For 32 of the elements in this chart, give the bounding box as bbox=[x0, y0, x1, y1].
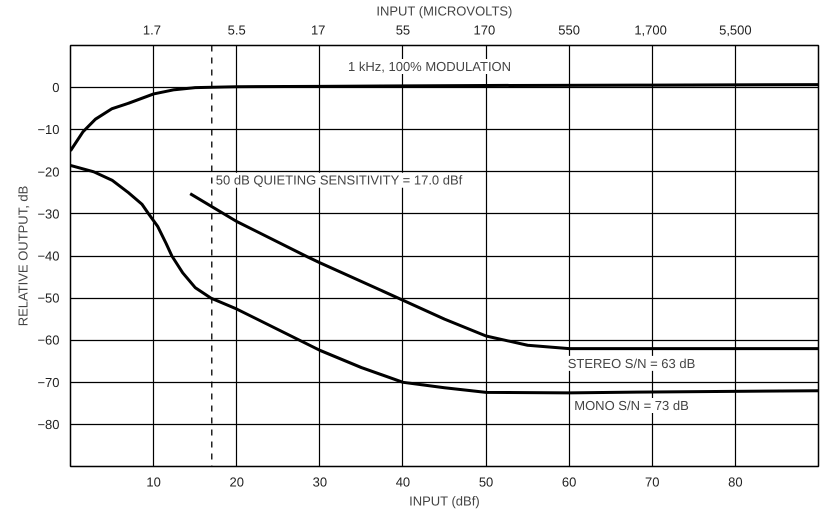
ref-line-label: 50 dB QUIETING SENSITIVITY = 17.0 dBf bbox=[216, 172, 463, 188]
x-tick-label: 60 bbox=[562, 474, 576, 490]
x-tick-label: 80 bbox=[728, 474, 743, 490]
x2-tick-label: 1.7 bbox=[142, 22, 161, 38]
x-axis-title: INPUT (dBf) bbox=[409, 494, 480, 508]
y-tick-label: −50 bbox=[37, 290, 60, 306]
y-tick-label: −10 bbox=[37, 122, 60, 138]
y-tick-label: −20 bbox=[37, 164, 60, 180]
y-axis-title: RELATIVE OUTPUT, dB bbox=[15, 186, 30, 326]
x-tick-label: 40 bbox=[396, 474, 410, 490]
x-tick-label: 30 bbox=[312, 474, 328, 490]
x2-tick-label: 170 bbox=[474, 22, 496, 38]
x2-tick-label: 550 bbox=[558, 22, 580, 38]
x-tick-label: 50 bbox=[478, 474, 494, 490]
y-tick-label: −80 bbox=[37, 416, 60, 432]
y-tick-label: −60 bbox=[37, 332, 60, 348]
y-tick-label: −40 bbox=[37, 248, 60, 264]
annotation: MONO S/N = 73 dB bbox=[574, 398, 689, 413]
x-tick-label: 20 bbox=[229, 474, 244, 490]
y-tick-label: −30 bbox=[37, 206, 60, 222]
x2-tick-label: 5.5 bbox=[228, 22, 246, 38]
x-tick-label: 70 bbox=[645, 474, 660, 490]
x2-tick-label: 1,700 bbox=[634, 22, 667, 38]
y-tick-label: 0 bbox=[52, 80, 60, 96]
x2-tick-label: 17 bbox=[310, 22, 326, 38]
x2-tick-label: 5,500 bbox=[719, 22, 752, 38]
x2-axis-title: INPUT (MICROVOLTS) bbox=[376, 4, 512, 18]
y-tick-label: −70 bbox=[37, 374, 60, 390]
annotation: 1 kHz, 100% MODULATION bbox=[348, 59, 512, 74]
annotation: STEREO S/N = 63 dB bbox=[568, 356, 696, 371]
x-tick-label: 10 bbox=[146, 474, 161, 490]
x2-tick-label: 55 bbox=[396, 22, 410, 38]
